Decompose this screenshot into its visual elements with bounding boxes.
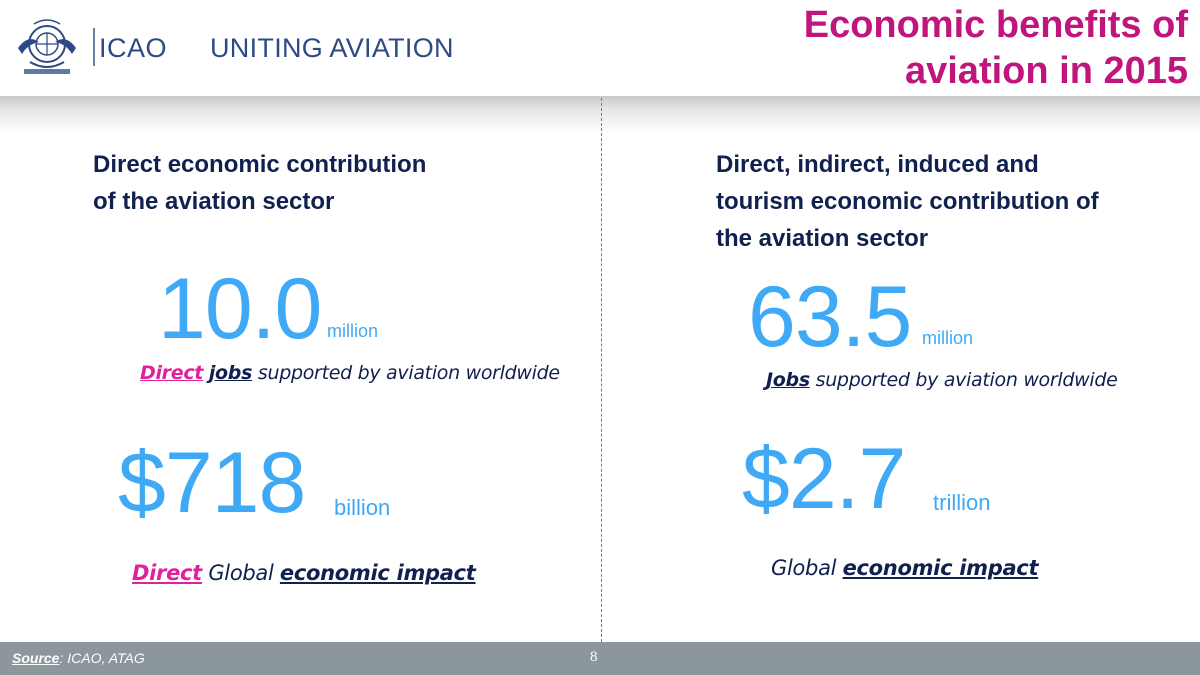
left-stat2-value: $718 bbox=[118, 435, 306, 531]
right-stat1-caption-key: Jobs bbox=[766, 369, 810, 391]
left-heading-line2: of the aviation sector bbox=[93, 188, 335, 215]
right-stat1-caption-rest: supported by aviation worldwide bbox=[815, 369, 1118, 391]
left-stat1-caption: Direct jobs supported by aviation worldw… bbox=[140, 362, 560, 384]
right-stat2-caption-mid: Global bbox=[771, 556, 837, 580]
left-stat2-caption-prefix: Direct bbox=[132, 561, 202, 585]
right-heading-line1: Direct, indirect, induced and bbox=[716, 151, 1039, 178]
left-heading-line1: Direct economic contribution bbox=[93, 151, 427, 178]
left-stat1-caption-key: jobs bbox=[208, 362, 253, 384]
column-divider bbox=[601, 98, 602, 642]
org-name: ICAO bbox=[99, 33, 168, 63]
right-heading-line3: the aviation sector bbox=[716, 225, 929, 252]
icao-emblem-icon bbox=[18, 19, 76, 74]
right-stat2-caption: Global economic impact bbox=[771, 556, 1039, 580]
right-stat1-caption: Jobs supported by aviation worldwide bbox=[766, 369, 1118, 391]
right-stat2-caption-key: economic impact bbox=[842, 556, 1039, 580]
slide-title-line1: Economic benefits of bbox=[803, 4, 1188, 46]
right-stat1-unit: million bbox=[922, 328, 974, 348]
logo-divider bbox=[93, 28, 95, 66]
left-stat2-caption: Direct Global economic impact bbox=[132, 561, 476, 585]
left-stat1-unit: million bbox=[327, 321, 379, 341]
right-heading: Direct, indirect, induced and tourism ec… bbox=[716, 146, 1099, 257]
left-stat1-caption-rest: supported by aviation worldwide bbox=[257, 362, 560, 384]
header: ICAO UNITING AVIATION Economic benefits … bbox=[0, 0, 1200, 96]
left-stat2-unit: billion bbox=[334, 495, 391, 520]
source-label: Source bbox=[12, 650, 60, 666]
left-stat2-caption-key: economic impact bbox=[279, 561, 476, 585]
slide-title: Economic benefits of aviation in 2015 bbox=[718, 2, 1188, 94]
right-stat2-value: $2.7 bbox=[742, 431, 906, 527]
slide-title-line2: aviation in 2015 bbox=[904, 50, 1188, 92]
page-number: 8 bbox=[590, 649, 598, 665]
left-stat1-value: 10.0 bbox=[158, 261, 322, 357]
right-stat1-value: 63.5 bbox=[748, 269, 912, 365]
right-stat2-unit: trillion bbox=[933, 490, 991, 515]
source-text: : ICAO, ATAG bbox=[59, 650, 145, 666]
source-note: Source: ICAO, ATAG bbox=[12, 650, 145, 666]
header-shadow bbox=[0, 96, 1200, 134]
footer-bar: Source: ICAO, ATAG 8 bbox=[0, 642, 1200, 675]
left-heading: Direct economic contribution of the avia… bbox=[93, 146, 426, 220]
right-heading-line2: tourism economic contribution of bbox=[716, 188, 1099, 215]
left-stat1-caption-prefix: Direct bbox=[140, 362, 204, 384]
tagline: UNITING AVIATION bbox=[210, 33, 454, 63]
left-stat2-caption-mid: Global bbox=[208, 561, 274, 585]
